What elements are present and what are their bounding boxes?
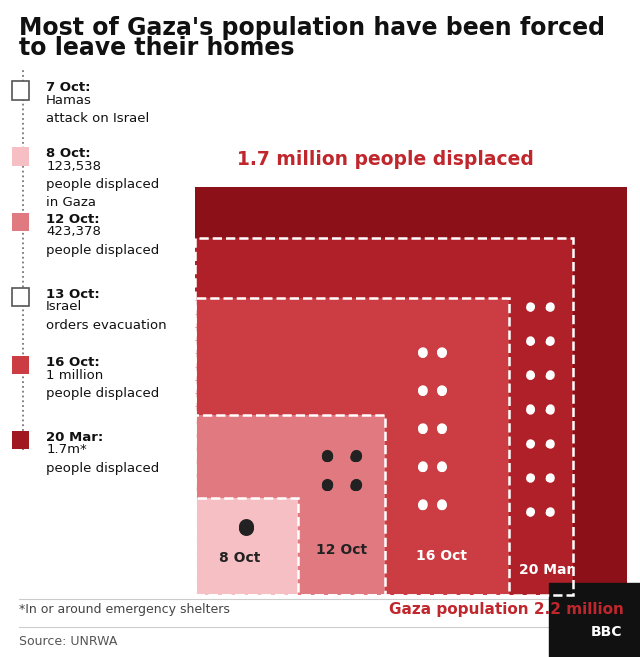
Circle shape — [549, 476, 550, 477]
Circle shape — [530, 373, 531, 374]
Circle shape — [422, 427, 423, 428]
Text: 1.7m*: 1.7m* — [46, 443, 87, 457]
Text: Hamas: Hamas — [46, 94, 92, 107]
Text: BBC: BBC — [591, 625, 622, 639]
Text: orders evacuation: orders evacuation — [46, 319, 166, 332]
Text: 423,378: 423,378 — [46, 225, 101, 238]
Circle shape — [422, 389, 423, 390]
Circle shape — [326, 453, 328, 455]
Bar — [195, 498, 298, 595]
Bar — [195, 238, 573, 595]
Text: people displaced: people displaced — [46, 462, 159, 475]
Bar — [195, 415, 385, 595]
Text: 8 Oct:: 8 Oct: — [46, 147, 91, 160]
Text: 1.7 million people displaced: 1.7 million people displaced — [237, 150, 534, 169]
Bar — [12, 356, 29, 374]
Text: 20 Mar:: 20 Mar: — [46, 431, 103, 444]
Circle shape — [549, 305, 550, 306]
Text: 16 Oct: 16 Oct — [417, 549, 467, 563]
Text: 123,538: 123,538 — [46, 160, 101, 173]
Circle shape — [549, 442, 550, 443]
Circle shape — [530, 407, 531, 409]
Circle shape — [549, 407, 550, 409]
Circle shape — [549, 339, 550, 340]
Text: people displaced: people displaced — [46, 387, 159, 400]
Circle shape — [530, 339, 531, 340]
Text: 12 Oct: 12 Oct — [316, 543, 367, 556]
Text: people displaced: people displaced — [46, 178, 159, 191]
Circle shape — [246, 524, 247, 526]
Bar — [12, 213, 29, 231]
Text: 7 Oct:: 7 Oct: — [46, 81, 91, 95]
Circle shape — [422, 465, 423, 466]
Text: to leave their homes: to leave their homes — [19, 36, 294, 60]
Text: 20 Mar: 20 Mar — [519, 562, 573, 577]
Text: 12 Oct:: 12 Oct: — [46, 213, 100, 226]
Circle shape — [355, 482, 356, 484]
Circle shape — [530, 442, 531, 443]
Text: Most of Gaza's population have been forced: Most of Gaza's population have been forc… — [19, 16, 605, 41]
Text: Source: UNRWA: Source: UNRWA — [19, 635, 118, 648]
Circle shape — [549, 510, 550, 511]
Text: 8 Oct: 8 Oct — [220, 551, 260, 565]
Bar — [195, 415, 385, 595]
Text: Israel: Israel — [46, 300, 83, 313]
Bar — [12, 288, 29, 306]
Text: 13 Oct:: 13 Oct: — [46, 288, 100, 301]
Circle shape — [355, 453, 356, 455]
Text: 1 million: 1 million — [46, 369, 103, 382]
Circle shape — [530, 510, 531, 511]
Circle shape — [326, 482, 328, 484]
Text: people displaced: people displaced — [46, 244, 159, 257]
Bar — [195, 238, 573, 595]
Circle shape — [530, 476, 531, 477]
Bar — [12, 147, 29, 166]
Circle shape — [422, 503, 423, 504]
Circle shape — [530, 305, 531, 306]
Text: 16 Oct:: 16 Oct: — [46, 356, 100, 369]
Bar — [195, 298, 509, 595]
Text: in Gaza: in Gaza — [46, 196, 96, 210]
Circle shape — [549, 373, 550, 374]
Bar — [12, 431, 29, 449]
Bar — [195, 187, 627, 595]
Bar — [12, 81, 29, 100]
Bar — [195, 498, 298, 595]
Bar — [195, 298, 509, 595]
Text: *In or around emergency shelters: *In or around emergency shelters — [19, 603, 230, 616]
Text: Gaza population 2.2 million: Gaza population 2.2 million — [389, 602, 623, 618]
Text: attack on Israel: attack on Israel — [46, 112, 149, 125]
